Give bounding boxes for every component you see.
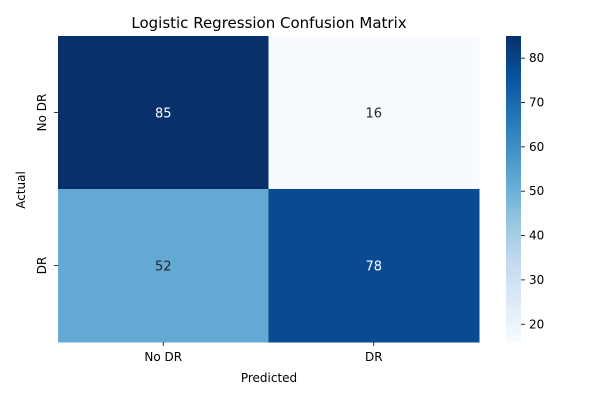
colorbar-tick-label: 30 [529, 273, 544, 287]
colorbar-tick-label: 20 [529, 317, 544, 331]
x-tick-label: No DR [144, 350, 182, 364]
heatmap-cell [58, 189, 269, 343]
heatmap-cell [268, 189, 480, 343]
colorbar-tick-label: 40 [529, 229, 544, 243]
chart-title: Logistic Regression Confusion Matrix [131, 14, 406, 32]
x-axis-label: Predicted [241, 371, 297, 385]
cell-value-label: 78 [365, 260, 382, 275]
colorbar-tick-label: 60 [529, 140, 544, 154]
y-tick-label: No DR [35, 94, 49, 132]
cell-value-label: 85 [155, 107, 172, 122]
heatmap-cell [58, 36, 269, 190]
colorbar [506, 36, 521, 342]
colorbar-tick-label: 50 [529, 184, 544, 198]
cell-value-label: 16 [365, 107, 382, 122]
cell-value-label: 52 [155, 260, 172, 275]
y-axis-label: Actual [14, 171, 28, 209]
colorbar-tick-label: 80 [529, 51, 544, 65]
y-tick-label: DR [35, 257, 49, 275]
x-tick-label: DR [365, 350, 383, 364]
colorbar-tick-label: 70 [529, 96, 544, 110]
heatmap-cell [268, 36, 480, 190]
